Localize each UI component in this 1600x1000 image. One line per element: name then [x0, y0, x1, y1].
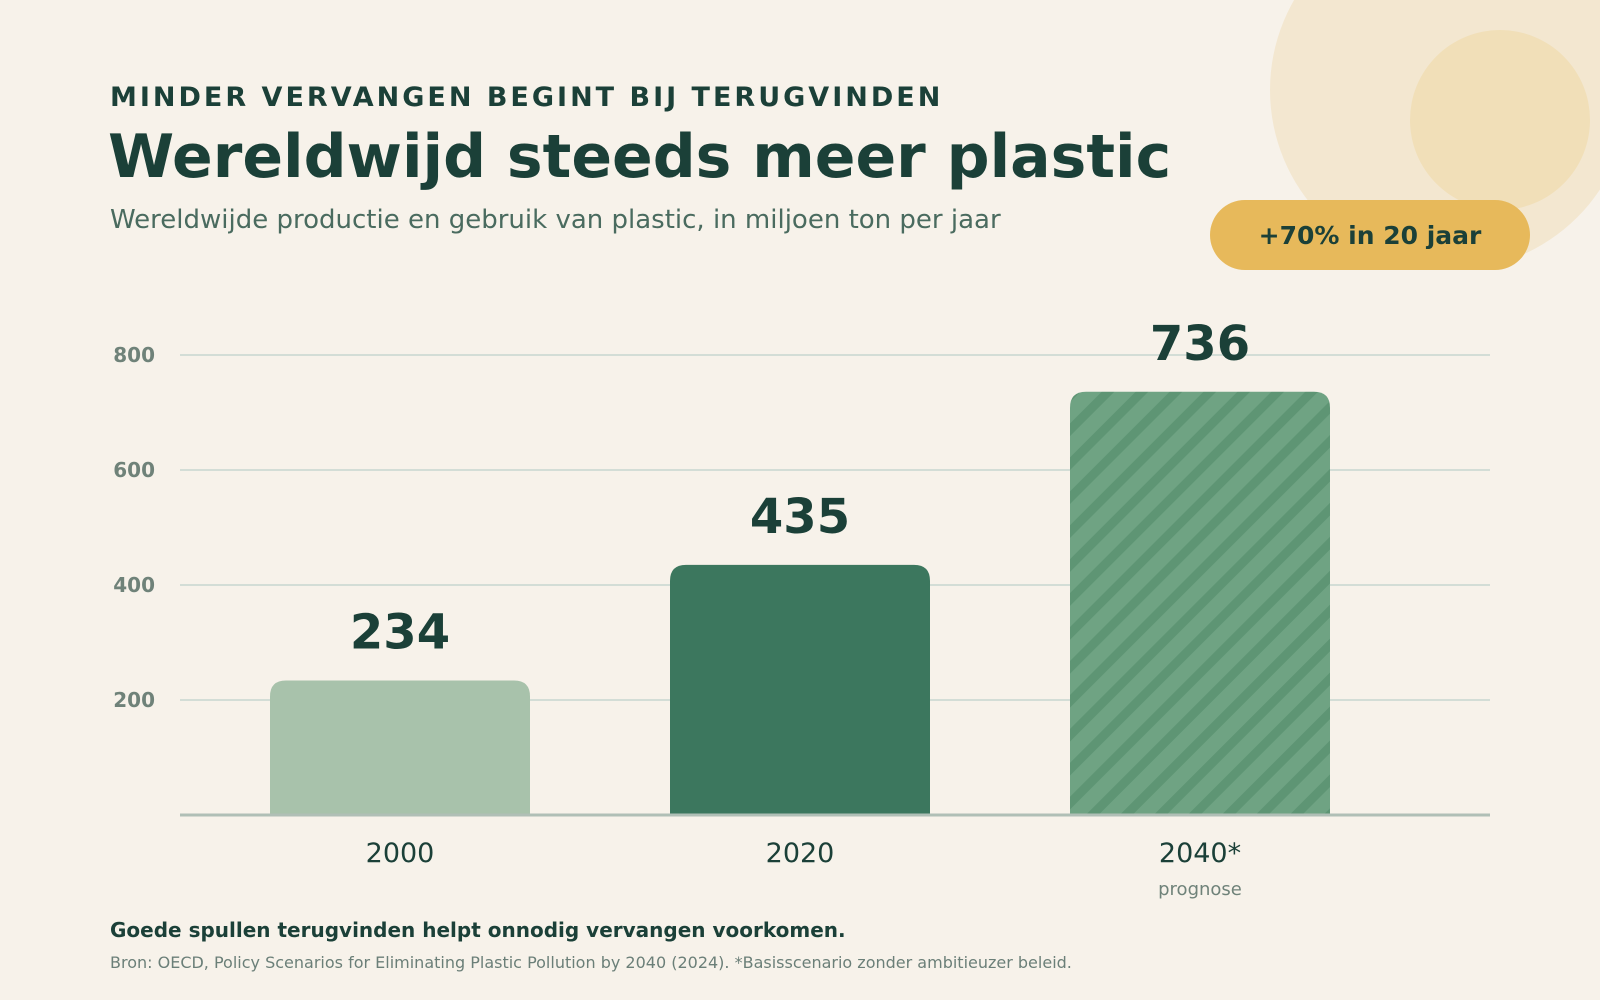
y-tick-label: 200 [113, 688, 155, 712]
value-labels: 234 435 736 [350, 316, 1250, 661]
footer-message: Goede spullen terugvinden helpt onnodig … [110, 918, 846, 942]
x-tick-label: 2020 [766, 838, 835, 869]
y-tick-label: 800 [113, 343, 155, 367]
y-tick-label: 400 [113, 573, 155, 597]
value-label: 736 [1150, 316, 1250, 372]
x-tick-label: 2000 [366, 838, 435, 869]
decorative-circle-small [1410, 30, 1590, 210]
source-note: Bron: OECD, Policy Scenarios for Elimina… [110, 953, 1072, 972]
value-label: 234 [350, 604, 450, 660]
kicker-label: MINDER VERVANGEN BEGINT BIJ TERUGVINDEN [110, 82, 944, 113]
bar-2040 [1070, 391, 1330, 815]
x-tick-label: 2040* [1159, 838, 1241, 869]
bar-2020 [670, 564, 930, 815]
x-axis-ticks: 2000 2020 2040* prognose [366, 838, 1242, 900]
page-title: Wereldwijd steeds meer plastic [108, 122, 1172, 192]
value-label: 435 [750, 489, 850, 545]
growth-badge: +70% in 20 jaar [1210, 200, 1530, 270]
chart-subtitle: Wereldwijde productie en gebruik van pla… [110, 205, 1001, 235]
bars [270, 391, 1330, 815]
y-tick-label: 600 [113, 458, 155, 482]
bar-2000 [270, 680, 530, 815]
growth-badge-label: +70% in 20 jaar [1258, 220, 1482, 250]
x-tick-note: prognose [1158, 879, 1242, 900]
y-axis-ticks: 200 400 600 800 [113, 343, 155, 712]
